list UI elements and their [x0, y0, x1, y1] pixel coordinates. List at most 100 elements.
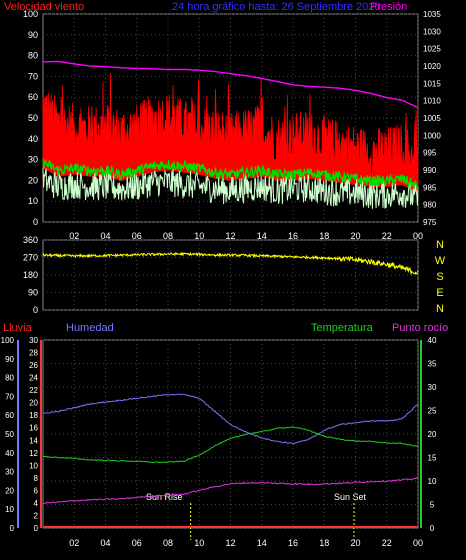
time-tick-label: 04 [100, 538, 110, 548]
direction-axis-tick: 180 [23, 270, 38, 280]
wind-axis-tick: 20 [28, 175, 38, 185]
pressure-axis-tick: 975 [423, 218, 437, 227]
wind-axis-tick: 10 [28, 196, 38, 206]
rain-axis-tick: 16 [29, 424, 38, 433]
rain-axis-tick: 18 [29, 411, 38, 420]
humidity-series [42, 393, 419, 445]
humidity-legend-label: Humedad [66, 322, 114, 334]
wind-axis-tick: 100 [23, 9, 38, 19]
temperature-axis-tick: 35 [428, 360, 437, 369]
wind-axis-tick: 40 [28, 134, 38, 144]
humidity-axis-tick: 70 [5, 392, 14, 401]
compass-label: E [436, 287, 443, 299]
time-tick-label: 20 [350, 231, 360, 241]
temperature-axis-tick: 15 [428, 454, 437, 463]
chart-date-title: 24 hora gráfico hasta: 26 Septiembre 202… [172, 1, 381, 13]
wind-speed-title: Velocidad viento [4, 1, 84, 13]
time-tick-label: 08 [163, 231, 173, 241]
time-tick-label: 06 [132, 231, 142, 241]
direction-axis-tick: 270 [23, 253, 38, 263]
temperature-axis-tick: 30 [428, 383, 437, 392]
humidity-axis-tick: 30 [5, 468, 14, 477]
pressure-axis-tick: 995 [423, 149, 437, 158]
wind-direction-series [42, 251, 419, 276]
temperature-axis-tick: 5 [430, 501, 435, 510]
pressure-axis-tick: 1010 [423, 97, 441, 106]
humidity-axis-tick: 20 [5, 486, 14, 495]
humidity-axis-tick: 80 [5, 374, 14, 383]
rain-axis-tick: 22 [29, 386, 38, 395]
pressure-axis-tick: 1025 [423, 45, 441, 54]
wind-avg-series [42, 158, 419, 190]
wind-axis-tick: 70 [28, 71, 38, 81]
pressure-axis-tick: 1030 [423, 27, 441, 36]
pressure-title: Presión [370, 1, 407, 13]
time-tick-label: 22 [382, 231, 392, 241]
humidity-axis-tick: 90 [5, 355, 14, 364]
temperature-axis-tick: 10 [428, 477, 437, 486]
humidity-axis-tick: 0 [10, 524, 15, 533]
time-tick-label: 18 [319, 538, 329, 548]
dew-point-legend-label: Punto rocío [392, 322, 448, 334]
rain-axis-tick: 10 [29, 461, 38, 470]
humidity-axis-tick: 100 [1, 336, 15, 345]
wind-min-series [42, 167, 419, 209]
rain-axis-tick: 14 [29, 436, 38, 445]
rain-axis-tick: 0 [34, 524, 39, 533]
direction-axis-tick: 90 [28, 288, 38, 298]
time-tick-label: 08 [163, 538, 173, 548]
pressure-axis-tick: 1015 [423, 79, 441, 88]
chart-dynamic-layer: 0202040406060808101012121414161618182020… [1, 9, 446, 548]
rain-axis-tick: 12 [29, 449, 38, 458]
rain-axis-tick: 30 [29, 336, 38, 345]
time-tick-label: 12 [225, 538, 235, 548]
pressure-axis-tick: 1020 [423, 62, 441, 71]
temperature-series [43, 426, 419, 464]
pressure-series [43, 60, 419, 109]
rain-axis-tick: 28 [29, 349, 38, 358]
compass-label: W [435, 255, 446, 267]
temperature-axis-tick: 0 [430, 524, 435, 533]
humidity-axis-tick: 10 [5, 505, 14, 514]
rain-axis-tick: 24 [29, 374, 38, 383]
compass-label: S [436, 271, 443, 283]
wind-axis-tick: 80 [28, 51, 38, 61]
temperature-legend-label: Temperatura [311, 322, 374, 334]
pressure-axis-tick: 1035 [423, 10, 441, 19]
time-tick-label: 02 [69, 538, 79, 548]
rain-axis-tick: 8 [34, 474, 39, 483]
time-tick-label: 16 [288, 231, 298, 241]
wind-axis-tick: 60 [28, 92, 38, 102]
dew-point-series [42, 477, 419, 505]
wind-axis-tick: 90 [28, 30, 38, 40]
wind-axis-tick: 30 [28, 155, 38, 165]
time-tick-label: 04 [100, 231, 110, 241]
wind-gust-series [42, 72, 419, 194]
time-tick-label: 02 [69, 231, 79, 241]
compass-label: N [436, 239, 444, 251]
pressure-axis-tick: 980 [423, 201, 437, 210]
time-tick-label: 00 [413, 538, 423, 548]
pressure-axis-tick: 1000 [423, 131, 441, 140]
rain-axis-tick: 20 [29, 399, 38, 408]
temperature-axis-tick: 20 [428, 430, 437, 439]
wind-axis-tick: 50 [28, 113, 38, 123]
time-tick-label: 10 [194, 538, 204, 548]
rain-legend-label: Lluvia [3, 322, 33, 334]
temperature-axis-tick: 25 [428, 407, 437, 416]
temperature-axis-tick: 40 [428, 336, 437, 345]
time-tick-label: 22 [382, 538, 392, 548]
humidity-axis-tick: 40 [5, 449, 14, 458]
humidity-axis-tick: 50 [5, 430, 14, 439]
time-tick-label: 14 [257, 231, 267, 241]
time-tick-label: 12 [225, 231, 235, 241]
time-tick-label: 10 [194, 231, 204, 241]
time-tick-label: 00 [413, 231, 423, 241]
time-tick-label: 16 [288, 538, 298, 548]
time-tick-label: 06 [132, 538, 142, 548]
sun-set-label: Sun Set [334, 492, 367, 502]
compass-label: N [436, 303, 444, 315]
